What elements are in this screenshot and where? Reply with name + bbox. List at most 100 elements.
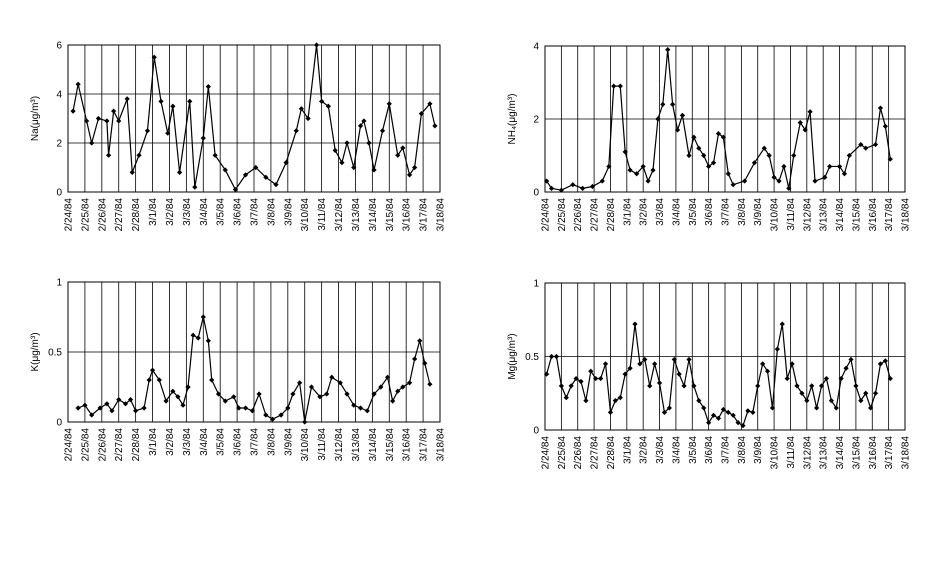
data-point [606, 163, 612, 170]
x-tick-label: 3/3/84 [182, 198, 193, 226]
data-point [273, 182, 279, 188]
x-tick-label: 3/17/84 [419, 198, 430, 232]
data-point [548, 353, 555, 360]
data-point [308, 384, 315, 390]
data-point [809, 383, 815, 389]
data-point [361, 118, 367, 124]
data-point [558, 383, 564, 389]
x-tick-label: 3/13/84 [819, 436, 830, 470]
data-point [640, 163, 646, 170]
data-line [77, 316, 431, 423]
data-point [583, 398, 589, 404]
data-point [205, 338, 211, 344]
x-tick-label: 3/3/84 [655, 436, 666, 464]
x-tick-label: 3/7/84 [721, 436, 732, 464]
data-point [745, 408, 751, 414]
data-point [325, 103, 331, 109]
data-point [755, 383, 761, 389]
y-tick-label: 0.5 [48, 348, 62, 359]
data-point [222, 167, 228, 173]
data-point [706, 163, 712, 170]
chart: 0 2 4 2/24/84 2/25/84 2/26/84 2/27/84 2/28/84 3/… [507, 42, 912, 232]
data-point [563, 395, 569, 401]
data-point [205, 84, 211, 90]
x-tick-label: 3/9/84 [753, 198, 764, 226]
x-tick-label: 3/17/84 [419, 428, 430, 462]
x-tick-label: 3/10/84 [300, 428, 311, 462]
data-point [686, 356, 692, 363]
data-point [671, 356, 677, 363]
data-point [412, 356, 418, 362]
x-tick-label: 3/14/84 [368, 428, 379, 462]
data-point [740, 422, 746, 429]
data-point [652, 361, 658, 367]
x-tick-label: 3/6/84 [704, 436, 715, 464]
data-point [400, 384, 406, 390]
data-point [647, 383, 653, 389]
x-tick-label: 3/6/84 [233, 428, 244, 456]
data-point [642, 356, 648, 363]
x-tick-label: 3/4/84 [199, 428, 210, 456]
x-tick-label: 3/17/84 [884, 436, 895, 470]
x-tick-label: 3/7/84 [250, 428, 261, 456]
y-tick-label: 0 [533, 426, 539, 437]
data-point [674, 127, 681, 133]
data-point [412, 164, 418, 171]
data-point [725, 409, 731, 415]
data-point [751, 160, 758, 166]
data-point [622, 371, 628, 377]
x-tick-label: 3/15/84 [385, 198, 396, 232]
data-point [715, 131, 722, 137]
x-tick-label: 3/18/84 [901, 436, 912, 470]
data-point [568, 383, 574, 389]
x-tick-label: 3/1/84 [622, 436, 633, 464]
data-point [670, 101, 676, 107]
data-point [656, 380, 663, 386]
data-point [696, 145, 702, 151]
x-tick-label: 3/1/84 [148, 198, 159, 226]
data-point [544, 178, 550, 184]
y-tick-label: 4 [56, 90, 62, 101]
data-point [366, 140, 372, 146]
data-point [771, 174, 777, 180]
data-point [573, 375, 579, 382]
data-point [371, 167, 377, 173]
data-point [395, 152, 401, 158]
data-point [236, 405, 242, 411]
x-tick-label: 3/2/84 [165, 428, 176, 456]
y-axis-label: K(μg/m³) [30, 332, 41, 371]
data-point [853, 383, 859, 389]
data-point [877, 105, 884, 111]
data-point [195, 335, 201, 341]
data-point [170, 103, 176, 109]
data-point [686, 152, 692, 159]
data-point [129, 169, 135, 175]
data-point [781, 163, 787, 170]
data-point [151, 54, 157, 60]
data-point [285, 405, 291, 411]
data-point [799, 390, 805, 396]
data-point [212, 152, 218, 158]
x-tick-label: 3/18/84 [436, 198, 447, 232]
data-point [627, 365, 633, 371]
data-point [209, 377, 215, 383]
y-tick-label: 0 [56, 188, 62, 199]
data-point [283, 160, 289, 166]
data-point [784, 375, 790, 382]
chart: 0 0.5 1 2/24/84 2/25/84 2/26/84 2/27/84 2/28/84… [30, 278, 447, 462]
data-point [848, 356, 854, 363]
x-tick-label: 3/12/84 [802, 198, 813, 232]
x-tick-label: 3/14/84 [835, 436, 846, 470]
x-tick-label: 3/11/84 [317, 428, 328, 461]
data-point [611, 83, 617, 89]
data-point [357, 405, 364, 411]
data-point [766, 152, 772, 159]
data-point [578, 378, 584, 385]
data-point [337, 380, 343, 386]
data-point [170, 388, 176, 394]
y-tick-label: 1 [56, 278, 62, 289]
data-point [95, 115, 102, 122]
data-point [836, 163, 843, 170]
x-tick-label: 3/18/84 [436, 428, 447, 462]
